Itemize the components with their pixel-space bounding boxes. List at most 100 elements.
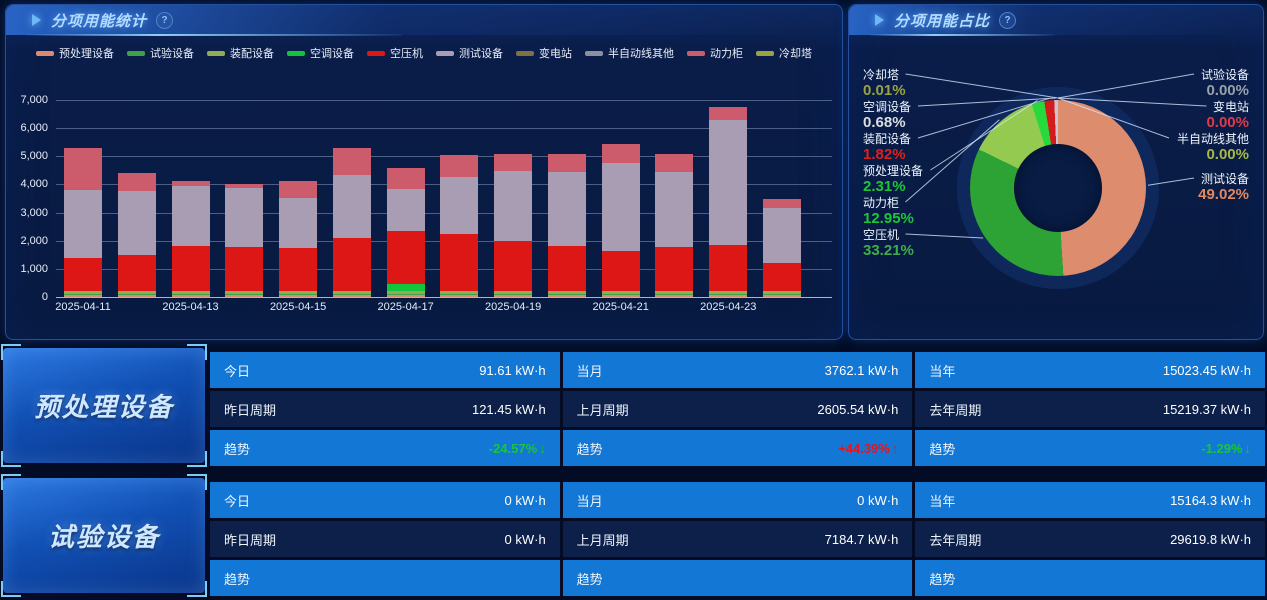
bar-segment-测试设备 xyxy=(171,185,210,247)
table-row: 今日 91.61 kW·h 当月 3762.1 kW·h 当年 15023.45 kW·h xyxy=(210,352,1266,388)
table-cell: 当月 3762.1 kW·h xyxy=(562,352,913,388)
bar-segment-空压机 xyxy=(655,246,694,292)
legend-item-测试设备[interactable]: 测试设备 xyxy=(436,45,503,61)
cell-label: 趋势 xyxy=(224,571,251,587)
bar-segment-测试设备 xyxy=(117,190,156,255)
arrow-down-icon: ↓ xyxy=(539,440,546,456)
pie-label-percent: 49.02% xyxy=(1198,186,1249,203)
bar-segment-空压机 xyxy=(709,245,748,292)
table-cell: 今日 0 kW·h xyxy=(210,482,560,518)
legend-swatch-icon xyxy=(36,50,54,56)
cell-label: 当月 xyxy=(576,363,603,379)
pie-label-percent: 0.68% xyxy=(863,114,906,131)
corner-bracket xyxy=(1,581,21,597)
table-cell: 去年周期 15219.37 kW·h xyxy=(915,391,1266,427)
bar-segment-装配设备 xyxy=(64,291,102,295)
bar-2025-04-11 xyxy=(64,148,102,297)
bar-segment-预处理设备 xyxy=(386,295,425,297)
pie-label-name: 空调设备 xyxy=(863,100,912,114)
bar-segment-动力柜 xyxy=(279,180,318,198)
legend-label: 冷却塔 xyxy=(779,48,812,60)
bar-segment-动力柜 xyxy=(117,172,156,191)
legend-label: 变电站 xyxy=(539,48,572,60)
cell-label: 趋势 xyxy=(224,441,251,457)
bar-segment-空压机 xyxy=(279,248,318,292)
bar-segment-动力柜 xyxy=(547,153,586,172)
corner-bracket xyxy=(1,344,21,360)
bar-segment-试验设备 xyxy=(655,294,694,296)
pie-label-percent: 0.01% xyxy=(863,82,906,99)
legend-item-装配设备[interactable]: 装配设备 xyxy=(207,45,274,61)
pie-label-测试设备: 测试设备 49.02% xyxy=(1198,171,1249,203)
equipment-block-预处理设备: 预处理设备 今日 91.61 kW·h 当月 3762.1 kW·h 当年 15023.45… xyxy=(0,344,1267,470)
gridline xyxy=(56,128,832,130)
legend-swatch-icon xyxy=(367,50,385,56)
legend-label: 装配设备 xyxy=(230,48,274,60)
pie-label-name: 动力柜 xyxy=(863,196,900,210)
legend-item-冷却塔[interactable]: 冷却塔 xyxy=(756,45,812,61)
bar-segment-试验设备 xyxy=(64,294,102,296)
table-row: 趋势 趋势 趋势 xyxy=(210,560,1266,596)
gridline xyxy=(56,297,832,298)
table-cell: 趋势 xyxy=(562,560,913,596)
pie-label-name: 装配设备 xyxy=(863,132,912,146)
bar-segment-测试设备 xyxy=(763,208,801,263)
legend-item-预处理设备[interactable]: 预处理设备 xyxy=(36,45,114,61)
cell-value: 2605.54 kW·h xyxy=(817,401,899,417)
table-cell: 上月周期 7184.7 kW·h xyxy=(562,521,913,557)
bar-segment-装配设备 xyxy=(494,291,533,295)
y-axis-tick: 0 xyxy=(41,291,48,303)
bar-segment-测试设备 xyxy=(225,188,264,248)
legend-item-动力柜[interactable]: 动力柜 xyxy=(687,45,743,61)
bar-2025-04-18 xyxy=(440,155,479,297)
bar-segment-预处理设备 xyxy=(171,295,210,297)
bar-segment-测试设备 xyxy=(440,176,479,234)
y-axis-tick: 1,000 xyxy=(20,262,48,275)
pie-label-试验设备: 试验设备 0.00% xyxy=(1201,67,1249,99)
bar-segment-空压机 xyxy=(601,250,640,292)
bar-segment-装配设备 xyxy=(332,291,371,295)
pie-label-变电站: 变电站 0.00% xyxy=(1206,99,1249,131)
pie-label-预处理设备: 预处理设备 2.31% xyxy=(863,163,923,195)
pie-label-percent: 0.00% xyxy=(1206,114,1249,131)
cell-label: 今日 xyxy=(224,493,251,509)
table-cell: 上月周期 2605.54 kW·h xyxy=(562,391,913,427)
y-axis-tick: 3,000 xyxy=(20,206,48,219)
legend-swatch-icon xyxy=(687,50,705,56)
bar-2025-04-23 xyxy=(709,106,748,297)
legend-item-空调设备[interactable]: 空调设备 xyxy=(287,45,354,61)
trend-value: -24.57% ↓ xyxy=(488,440,546,456)
donut-hole xyxy=(1014,144,1102,232)
cell-label: 当年 xyxy=(929,493,956,509)
bar-segment-试验设备 xyxy=(709,294,748,296)
cell-label: 今日 xyxy=(224,363,251,379)
panel-energy-ratio: 分项用能占比 ? 冷却塔 0.01% 空调设备 0.68% 装配设备 1.82% 预处理设备… xyxy=(848,4,1264,340)
pie-label-name: 预处理设备 xyxy=(863,164,924,178)
bar-segment-装配设备 xyxy=(655,291,694,295)
x-axis-tick: 2025-04-19 xyxy=(485,301,542,313)
equipment-card-试验设备: 试验设备 xyxy=(1,474,207,597)
y-axis-tick: 7,000 xyxy=(20,94,48,106)
trend-value: -1.29% ↓ xyxy=(1201,440,1252,456)
legend-item-空压机[interactable]: 空压机 xyxy=(367,45,423,61)
bar-segment-预处理设备 xyxy=(440,295,479,297)
bar-segment-试验设备 xyxy=(547,294,586,296)
bar-segment-试验设备 xyxy=(440,294,479,296)
table-cell: 趋势 -24.57% ↓ xyxy=(210,430,560,466)
bar-segment-试验设备 xyxy=(601,294,640,296)
cell-label: 当年 xyxy=(929,363,956,379)
corner-bracket xyxy=(1,474,21,490)
legend-item-试验设备[interactable]: 试验设备 xyxy=(127,45,194,61)
bar-segment-装配设备 xyxy=(547,291,586,295)
bar-segment-动力柜 xyxy=(332,148,371,175)
equipment-table: 今日 91.61 kW·h 当月 3762.1 kW·h 当年 15023.45 kW·h… xyxy=(210,352,1266,469)
help-icon[interactable]: ? xyxy=(999,11,1017,29)
pie-label-name: 试验设备 xyxy=(1200,68,1249,82)
legend-item-变电站[interactable]: 变电站 xyxy=(516,45,572,61)
corner-bracket xyxy=(187,474,207,490)
help-icon[interactable]: ? xyxy=(156,11,174,29)
y-axis-tick: 5,000 xyxy=(20,150,48,163)
legend-item-半自动线其他[interactable]: 半自动线其他 xyxy=(585,45,674,61)
bar-2025-04-14 xyxy=(225,184,264,297)
bar-segment-测试设备 xyxy=(655,172,694,247)
